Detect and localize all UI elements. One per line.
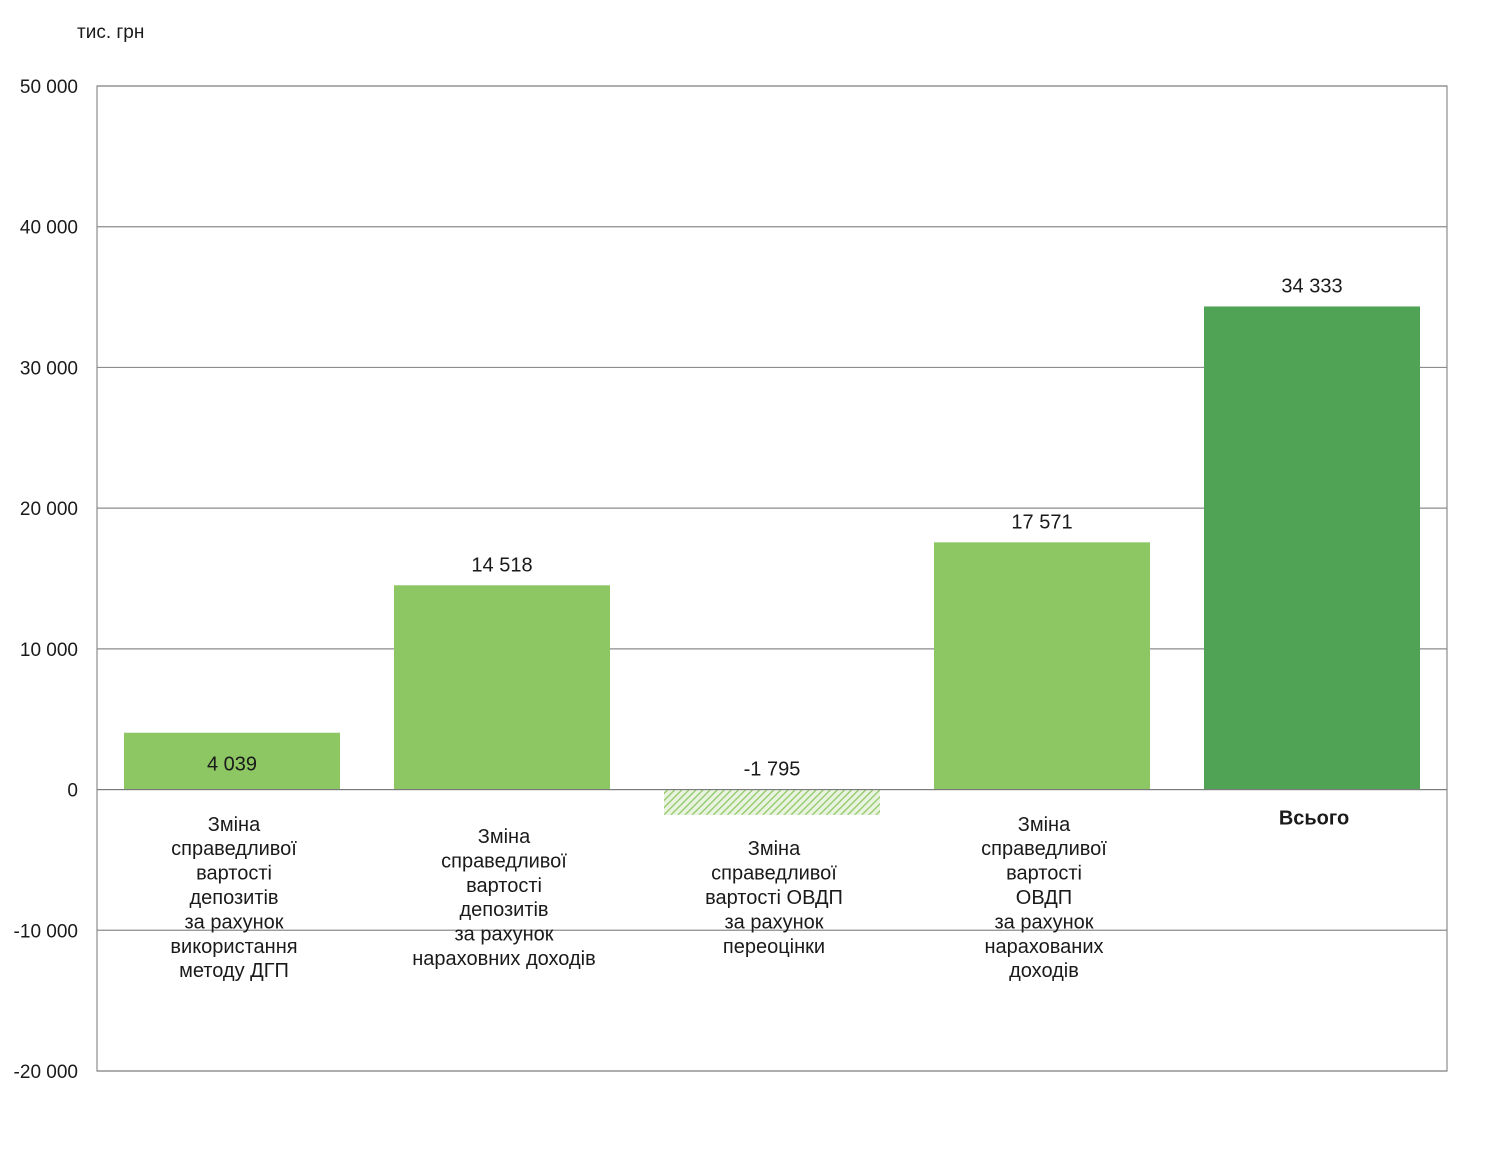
bar-2 (394, 585, 610, 790)
bar-4 (934, 542, 1150, 790)
category-label-3-line-4: за рахунок (724, 911, 823, 933)
category-label-1-line-5: за рахунок (184, 911, 283, 933)
category-label-4-line-5: за рахунок (994, 911, 1093, 933)
category-label-4-line-1: Зміна (1018, 814, 1071, 836)
category-label-1-line-2: справедливої (171, 838, 297, 860)
y-tick-label: 40 000 (20, 218, 78, 239)
category-label-2-line-3: вартості (466, 875, 542, 897)
bar-5 (1204, 306, 1420, 790)
y-tick-label: 0 (67, 781, 78, 802)
y-tick-label: 50 000 (20, 77, 78, 98)
plot-area-frame (96, 85, 1448, 1072)
y-tick-label: 30 000 (20, 358, 78, 379)
y-tick-label: -10 000 (14, 921, 78, 942)
category-label-4-line-7: доходів (1009, 960, 1079, 982)
category-label-4-line-3: вартості (1006, 863, 1082, 885)
category-label-1-line-7: методу ДГП (179, 960, 289, 982)
bars (124, 306, 1420, 815)
category-label-3-line-3: вартості ОВДП (705, 887, 843, 909)
category-label-3-line-1: Зміна (748, 838, 801, 860)
data-label-1: 4 039 (207, 754, 257, 776)
category-label-4-line-4: ОВДП (1016, 887, 1072, 909)
y-tick-label: 10 000 (20, 640, 78, 661)
category-label-2-line-1: Зміна (478, 826, 531, 848)
category-label-2-line-2: справедливої (441, 850, 567, 872)
data-label-4: 17 571 (1011, 511, 1072, 533)
category-label-5-line-1: Всього (1279, 808, 1349, 830)
data-labels: 4 039 14 518 -1 795 17 571 34 333 (207, 275, 1343, 780)
category-label-2-line-5: за рахунок (454, 924, 553, 946)
category-label-4-line-2: справедливої (981, 838, 1107, 860)
data-label-3: -1 795 (744, 759, 801, 781)
data-label-5: 34 333 (1281, 275, 1342, 297)
category-label-4-line-6: нарахованих (984, 936, 1103, 958)
category-label-3-line-5: переоцінки (723, 936, 825, 958)
category-label-2-line-4: депозитів (459, 899, 548, 921)
category-label-1-line-6: використання (170, 936, 297, 958)
bar-1 (124, 732, 340, 790)
category-label-2-line-6: нараховних доходів (412, 948, 595, 970)
y-tick-label: 20 000 (20, 499, 78, 520)
unit-label: тис. грн (77, 22, 144, 43)
data-label-2: 14 518 (471, 554, 532, 576)
bar-3 (664, 789, 880, 815)
y-tick-label: -20 000 (14, 1062, 78, 1083)
category-label-3-line-2: справедливої (711, 863, 837, 885)
category-label-1-line-1: Зміна (208, 814, 261, 836)
category-label-1-line-3: вартості (196, 863, 272, 885)
category-label-1-line-4: депозитів (189, 887, 278, 909)
y-axis-ticks: 50 000 40 000 30 000 20 000 10 000 0 -10 000 -2… (14, 77, 78, 1083)
